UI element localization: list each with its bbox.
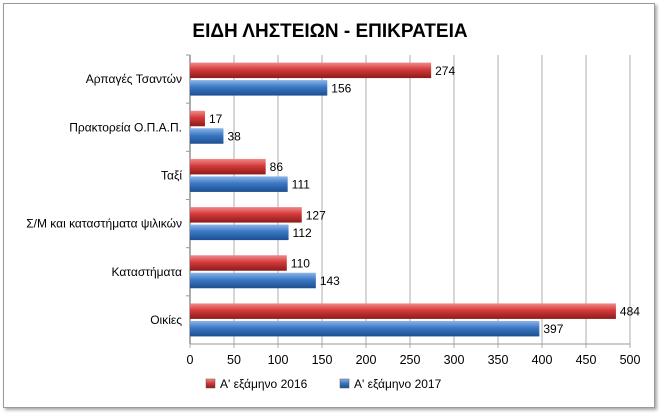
bar-2017 [190, 176, 288, 192]
bar-2016 [190, 255, 287, 271]
x-tick-label: 50 [227, 353, 241, 367]
x-tick-label: 400 [532, 353, 553, 367]
data-label: 274 [435, 64, 455, 78]
x-tick-label: 500 [620, 353, 641, 367]
legend-swatch [339, 378, 350, 389]
category-label: Καταστήματα [112, 265, 183, 279]
x-tick-label: 200 [356, 353, 377, 367]
x-tick-label: 150 [312, 353, 333, 367]
bar-2016 [190, 62, 432, 79]
bar-2016 [190, 110, 205, 127]
category-label: Οικίες [150, 313, 182, 327]
x-tick-label: 300 [444, 353, 465, 367]
data-label: 111 [292, 178, 311, 192]
data-label: 112 [293, 226, 312, 240]
bar-2017 [190, 128, 224, 144]
data-label: 397 [543, 322, 563, 336]
legend-label: Α' εξάμηνο 2017 [354, 377, 442, 391]
bar-2016 [190, 207, 302, 223]
legend-label: Α' εξάμηνο 2016 [220, 377, 308, 391]
bar-2017 [190, 320, 540, 337]
category-label: Πρακτορεία Ο.Π.Α.Π. [69, 120, 182, 134]
x-tick-label: 100 [268, 353, 289, 367]
data-label: 110 [291, 257, 310, 271]
data-label: 156 [331, 81, 351, 95]
x-tick-label: 350 [488, 353, 509, 367]
data-label: 38 [227, 130, 241, 144]
legend-swatch [205, 378, 216, 389]
category-label: Σ/Μ και καταστήματα ψιλικών [26, 217, 182, 231]
category-label: Αρπαγές Τσαντών [86, 72, 182, 86]
category-label: Ταξί [161, 168, 182, 182]
data-label: 143 [320, 274, 340, 288]
bar-2016 [190, 158, 266, 175]
data-label: 484 [620, 305, 640, 319]
chart-title: ΕΙΔΗ ΛΗΣΤΕΙΩΝ - ΕΠΙΚΡΑΤΕΙΑ [192, 21, 467, 42]
x-tick-label: 250 [400, 353, 421, 367]
data-label: 127 [306, 208, 326, 222]
data-label: 17 [209, 112, 223, 126]
bar-2017 [190, 224, 289, 241]
bar-2016 [190, 303, 616, 319]
data-label: 86 [270, 160, 284, 174]
x-tick-label: 0 [187, 353, 194, 367]
bar-2017 [190, 80, 328, 96]
x-tick-label: 450 [576, 353, 597, 367]
bar-2017 [190, 272, 316, 289]
